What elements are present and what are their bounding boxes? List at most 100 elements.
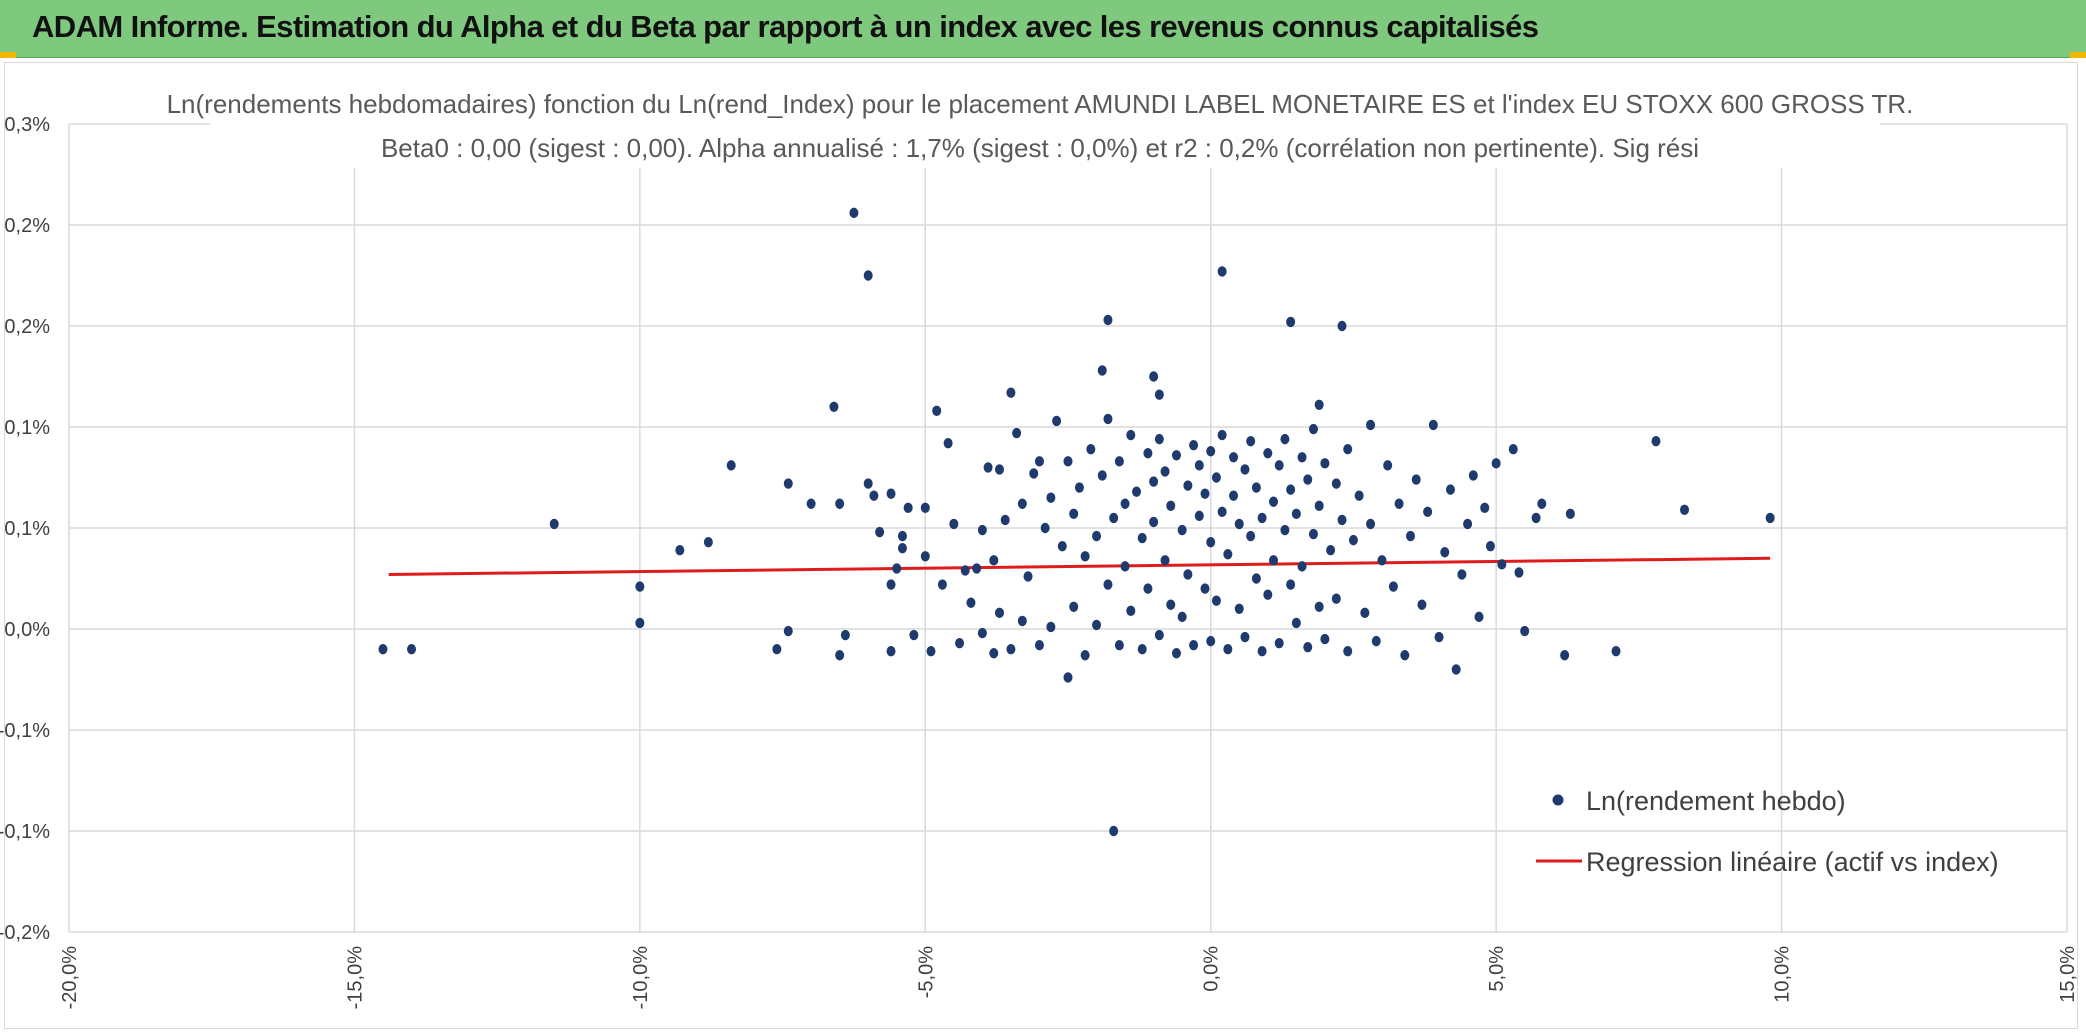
data-point: [1189, 439, 1199, 451]
data-point: [1143, 448, 1153, 459]
data-point: [1314, 601, 1324, 612]
data-point: [783, 478, 793, 489]
data-point: [1400, 650, 1410, 661]
data-point: [1428, 419, 1438, 431]
data-point: [1137, 644, 1147, 655]
data-point: [1348, 534, 1358, 546]
data-point: [1331, 593, 1341, 604]
data-point: [1206, 446, 1216, 457]
data-point: [1200, 583, 1210, 594]
data-point: [1303, 474, 1313, 485]
data-point: [772, 644, 782, 655]
data-point: [1531, 512, 1541, 524]
data-point: [1229, 452, 1239, 463]
data-point: [1046, 492, 1056, 503]
data-point: [1246, 435, 1256, 447]
data-point: [1651, 435, 1661, 447]
title-background: [210, 88, 1880, 168]
data-point: [1263, 448, 1273, 459]
data-point: [1491, 458, 1501, 469]
data-point: [1183, 569, 1193, 580]
chart-title-line-1: Ln(rendements hebdomadaires) fonction du…: [167, 89, 1914, 119]
data-point: [1680, 504, 1690, 516]
data-point: [1366, 419, 1376, 431]
x-tick-label: 10,0%: [1772, 946, 1794, 1003]
data-point: [1445, 484, 1455, 495]
data-point: [1434, 631, 1444, 643]
data-point: [1269, 496, 1279, 507]
data-point: [1417, 599, 1427, 610]
data-point: [886, 488, 896, 499]
data-point: [1560, 650, 1570, 661]
data-point: [1331, 478, 1341, 489]
data-point: [1057, 540, 1067, 552]
data-point: [1383, 460, 1393, 471]
data-point: [1251, 573, 1261, 584]
report-title: ADAM Informe. Estimation du Alpha et du …: [32, 9, 1539, 44]
report-banner: ADAM Informe. Estimation du Alpha et du …: [0, 0, 2086, 58]
data-point: [1211, 472, 1221, 483]
data-point: [1069, 601, 1079, 612]
data-point: [1097, 365, 1107, 376]
data-point: [1160, 466, 1170, 477]
x-tick-label: 15,0%: [2057, 946, 2079, 1003]
data-point: [1217, 266, 1227, 277]
data-point: [726, 460, 736, 471]
data-point: [977, 627, 987, 639]
data-point: [1286, 316, 1296, 328]
data-point: [1291, 508, 1301, 520]
data-point: [1297, 561, 1307, 572]
data-point: [849, 207, 859, 219]
data-point: [407, 644, 417, 655]
corner-mark-right: [2070, 52, 2086, 58]
axis-ticks: 0,3%0,2%0,2%0,1%0,1%0,0%-0,1%-0,1%-0,2%-…: [0, 114, 2079, 1009]
data-point: [1354, 490, 1364, 501]
data-point: [966, 597, 976, 608]
data-point: [1251, 482, 1261, 493]
y-tick-label: 0,1%: [4, 518, 50, 540]
data-point: [1337, 320, 1347, 332]
y-tick-label: 0,2%: [4, 316, 50, 338]
data-point: [949, 518, 959, 530]
data-point: [806, 498, 816, 509]
data-point: [1092, 530, 1102, 542]
data-point: [989, 555, 999, 566]
data-point: [1314, 500, 1324, 511]
data-point: [1080, 650, 1090, 661]
regression-layer: [388, 556, 1771, 576]
data-point: [1080, 551, 1090, 562]
data-point: [1103, 314, 1113, 326]
data-point: [1765, 512, 1775, 524]
data-point: [1154, 629, 1164, 641]
data-point: [829, 401, 839, 412]
data-point: [1109, 512, 1119, 524]
legend-marker-points: [1552, 794, 1564, 806]
data-point: [1206, 536, 1216, 548]
data-point: [1034, 639, 1044, 651]
data-point: [1063, 456, 1073, 467]
data-point: [835, 650, 845, 661]
data-point: [783, 625, 793, 637]
data-point: [1337, 514, 1347, 526]
data-point: [1063, 672, 1073, 683]
y-tick-label: 0,0%: [4, 619, 50, 641]
data-point: [1034, 456, 1044, 467]
data-point: [897, 530, 907, 542]
data-point: [1246, 530, 1256, 542]
data-point: [1485, 540, 1495, 552]
data-point: [1234, 603, 1244, 614]
data-point: [1114, 456, 1124, 467]
data-point: [1069, 508, 1079, 520]
x-tick-label: -10,0%: [630, 946, 652, 1010]
data-point: [920, 551, 930, 562]
data-point: [1297, 452, 1307, 463]
data-point: [1154, 433, 1164, 445]
data-point: [875, 526, 885, 538]
data-point: [1280, 524, 1290, 536]
x-tick-label: -5,0%: [915, 946, 937, 998]
data-point: [1320, 633, 1330, 645]
data-point: [920, 502, 930, 513]
data-point: [1234, 518, 1244, 530]
data-point: [1388, 581, 1398, 592]
